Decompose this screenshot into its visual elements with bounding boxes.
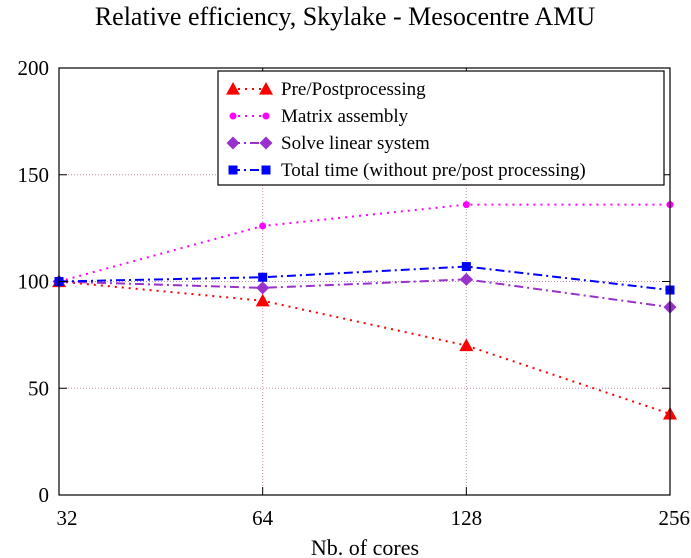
data-point-square <box>258 272 268 282</box>
x-axis-label: Nb. of cores <box>311 535 419 558</box>
data-point-square <box>461 262 471 272</box>
data-point-circle <box>462 201 470 209</box>
legend-marker-triangle <box>226 82 240 95</box>
legend-label: Solve linear system <box>281 133 430 154</box>
data-point-diamond <box>459 272 473 286</box>
legend-marker-square <box>228 165 238 175</box>
legend-marker-circle <box>262 112 270 120</box>
series-triangle <box>52 274 677 420</box>
axis-ticks: 0 50 100 150 200 32 64 128 256 <box>18 56 691 530</box>
series-diamond <box>52 272 677 314</box>
y-tick-label: 150 <box>18 163 50 187</box>
x-tick-label: 128 <box>451 506 483 530</box>
x-tick-label: 64 <box>252 506 274 530</box>
x-tick-label: 32 <box>57 506 78 530</box>
legend: Pre/Postprocessing Matrix assembly Solve l… <box>217 70 665 186</box>
legend-box <box>217 70 665 186</box>
legend-marker-diamond <box>226 136 240 150</box>
data-point-triangle <box>255 293 270 307</box>
series-line <box>58 265 671 292</box>
series-line <box>58 278 671 309</box>
x-tick-label: 256 <box>659 506 691 530</box>
data-point-circle <box>259 222 267 230</box>
y-tick-label: 0 <box>39 483 50 507</box>
y-tick-label: 50 <box>28 376 49 400</box>
data-point-diamond <box>256 281 270 295</box>
series-square <box>54 262 675 295</box>
series-group <box>52 201 677 420</box>
legend-label: Matrix assembly <box>281 106 409 127</box>
legend-label: Pre/Postprocessing <box>281 79 426 100</box>
series-line <box>58 203 670 283</box>
legend-label: Total time (without pre/post processing) <box>281 160 586 181</box>
legend-marker-diamond <box>259 136 273 150</box>
series-line <box>58 280 671 415</box>
y-tick-label: 100 <box>18 270 50 294</box>
legend-marker-triangle <box>259 82 273 95</box>
chart-title: Relative efficiency, Skylake - Mesocentr… <box>95 2 596 31</box>
data-point-triangle <box>459 338 474 352</box>
legend-marker-circle <box>229 112 237 120</box>
legend-marker-square <box>261 165 271 175</box>
y-tick-label: 200 <box>18 56 50 80</box>
